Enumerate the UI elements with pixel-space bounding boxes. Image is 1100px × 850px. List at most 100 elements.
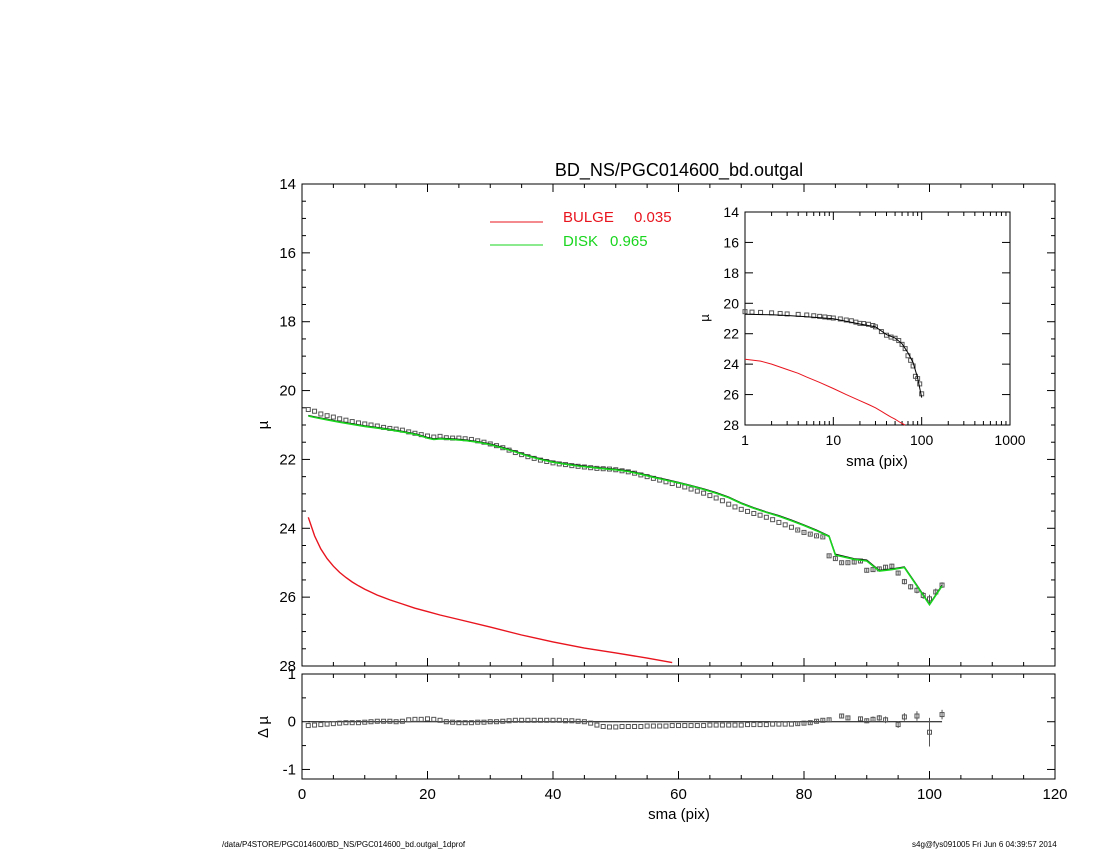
inset-y-tick-label: 18 <box>723 265 739 281</box>
legend-disk-label: DISK <box>563 233 598 250</box>
residual-point <box>864 718 870 724</box>
residual-point <box>745 722 751 728</box>
data-point <box>305 407 311 413</box>
residual-point <box>506 718 512 724</box>
residual-point <box>807 720 813 726</box>
data-point <box>826 553 832 559</box>
residual-x-label: sma (pix) <box>648 806 710 823</box>
inset-frame <box>744 211 1011 426</box>
data-point <box>324 413 330 419</box>
residual-point <box>757 722 763 728</box>
data-point <box>776 519 782 525</box>
inset-data-point <box>861 321 867 327</box>
residual-point <box>751 722 757 728</box>
residual-point <box>374 718 380 724</box>
inset-data-point <box>817 313 823 319</box>
bulge-line <box>307 517 673 664</box>
residual-point <box>544 717 550 723</box>
residual-point <box>581 719 587 725</box>
residual-point <box>688 723 694 729</box>
residual-point <box>393 719 399 725</box>
main-y-tick-label: 16 <box>279 245 296 262</box>
inset-x-tick-label: 100 <box>910 432 934 448</box>
inset-y-tick-label: 20 <box>723 295 739 311</box>
inset-data-point <box>811 313 817 319</box>
data-point <box>732 504 738 510</box>
inset-y-tick-label: 16 <box>723 234 739 250</box>
data-point <box>864 567 870 573</box>
residual-x-tick-label: 60 <box>670 786 687 803</box>
main-plot: 14 16 18 20 22 24 26 28 <box>279 176 1056 675</box>
residual-point <box>418 716 424 722</box>
main-y-tick-label: 14 <box>279 176 296 193</box>
inset-data-point <box>758 309 764 315</box>
residual-point <box>594 722 600 728</box>
data-point <box>839 560 845 566</box>
inset-data-point <box>742 309 748 315</box>
inset-data-point <box>878 329 884 335</box>
inset-bulge-line <box>744 358 906 426</box>
residual-point <box>801 720 807 726</box>
data-point <box>845 560 851 566</box>
data-point <box>927 596 932 602</box>
main-y-tick-label: 26 <box>279 589 296 606</box>
inset-y-tick-label: 22 <box>723 326 739 342</box>
residual-x-tick-label: 120 <box>1042 786 1067 803</box>
residual-point <box>437 717 443 723</box>
inset-y-tick-label: 14 <box>723 204 739 220</box>
inset-data-point <box>822 314 828 320</box>
residual-point <box>719 722 725 728</box>
residual-point <box>939 712 945 718</box>
residual-point <box>512 717 518 723</box>
data-point <box>701 490 707 496</box>
data-point <box>763 514 769 520</box>
data-point <box>330 414 336 420</box>
data-point <box>751 510 757 516</box>
residual-point <box>707 722 713 728</box>
data-point <box>312 408 318 414</box>
residual-point <box>613 724 619 730</box>
model-line <box>308 414 943 605</box>
inset-y-tick-label: 26 <box>723 387 739 403</box>
data-point <box>688 486 694 492</box>
inset-plot: 1 10 100 1000 14 16 18 20 22 24 26 28 <box>723 204 1025 448</box>
residual-y-label: Δ µ <box>255 716 272 738</box>
residual-point <box>456 720 462 726</box>
data-point <box>807 531 813 537</box>
inset-x-tick-label: 1 <box>741 432 749 448</box>
residual-frame <box>301 673 1056 780</box>
residual-point <box>330 721 336 727</box>
residual-point <box>650 723 656 729</box>
data-point <box>343 417 349 423</box>
data-point <box>895 570 901 576</box>
residual-point <box>669 723 675 729</box>
main-y-tick-label: 18 <box>279 314 296 331</box>
residual-point <box>343 720 349 726</box>
residual-point <box>694 723 700 729</box>
residual-point <box>738 722 744 728</box>
data-point <box>832 556 838 562</box>
data-point <box>920 592 926 598</box>
inset-data-point <box>899 341 905 347</box>
residual-point <box>399 718 405 724</box>
data-point <box>745 508 751 514</box>
main-y-label: µ <box>255 420 272 429</box>
residual-point <box>450 719 456 725</box>
data-point <box>889 563 895 569</box>
residual-point <box>494 719 500 725</box>
residual-point <box>606 724 612 730</box>
data-point <box>726 501 732 507</box>
residual-point <box>519 717 525 723</box>
inset-data-point <box>837 316 843 322</box>
residual-plot: 0 20 40 60 80 100 120-101 <box>283 666 1068 803</box>
residual-point <box>625 724 631 729</box>
residual-point <box>368 719 374 725</box>
residual-point <box>826 717 832 723</box>
residual-point <box>644 723 650 729</box>
data-point <box>788 524 794 530</box>
legend-disk-value: 0.965 <box>610 233 648 250</box>
data-point <box>682 484 688 490</box>
main-y-tick-label: 22 <box>279 451 296 468</box>
data-point <box>738 506 744 512</box>
